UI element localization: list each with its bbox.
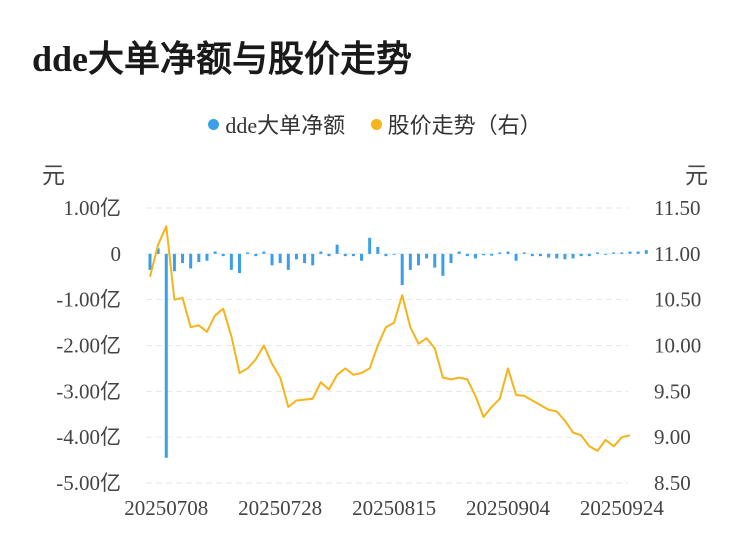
x-tick-label: 20250904	[466, 496, 551, 520]
left-tick-label: 1.00亿	[63, 196, 121, 220]
legend-item-line[interactable]: 股价走势（右）	[370, 108, 542, 140]
x-tick-label: 20250728	[238, 496, 322, 520]
bar	[441, 253, 445, 276]
bar	[254, 253, 258, 257]
bar	[473, 253, 477, 259]
legend-bar-marker	[208, 119, 220, 130]
left-tick-label: 0	[111, 242, 122, 266]
bar	[547, 253, 551, 258]
x-tick-label: 20250815	[352, 496, 436, 520]
bar	[433, 253, 437, 268]
bar	[286, 253, 290, 270]
bar	[181, 253, 185, 263]
bar	[229, 253, 233, 270]
bar	[644, 250, 648, 254]
bar	[270, 253, 274, 266]
bar	[636, 251, 640, 254]
bar	[612, 252, 616, 254]
bar	[498, 252, 502, 254]
right-axis-unit: 元	[685, 163, 708, 188]
right-tick-label: 9.50	[654, 379, 691, 403]
right-tick-label: 11.50	[654, 196, 700, 220]
bar	[278, 253, 282, 263]
bar	[360, 253, 364, 261]
bar	[376, 246, 380, 254]
legend-bar-label: dde大单净额	[225, 113, 346, 138]
bar	[539, 253, 543, 257]
legend-line-label: 股价走势（右）	[387, 113, 542, 138]
bar	[311, 253, 315, 266]
bar	[156, 248, 160, 254]
bar	[164, 253, 168, 458]
bar	[400, 253, 404, 285]
bar	[563, 253, 567, 260]
bar	[319, 251, 323, 254]
left-tick-label: -4.00亿	[56, 425, 121, 449]
bar	[555, 253, 559, 259]
bar	[514, 253, 518, 261]
bar	[416, 253, 420, 266]
bar	[343, 253, 347, 257]
bar	[384, 253, 388, 257]
bar	[506, 251, 510, 254]
right-tick-label: 9.00	[654, 425, 691, 449]
legend-line-marker	[370, 119, 382, 130]
bar	[408, 253, 412, 270]
bar	[213, 251, 217, 254]
right-tick-label: 10.00	[654, 334, 701, 358]
x-tick-label: 20250924	[580, 496, 665, 520]
left-tick-label: -1.00亿	[56, 288, 121, 312]
bar	[221, 253, 225, 257]
legend: dde大单净额 股价走势（右）	[0, 108, 750, 140]
bar	[587, 253, 591, 257]
left-tick-label: -5.00亿	[56, 471, 121, 495]
bar	[294, 253, 298, 260]
bar	[628, 251, 632, 254]
bar	[368, 237, 372, 254]
bar	[237, 253, 241, 274]
bar	[522, 252, 526, 254]
chart-title: dde大单净额与股价走势	[32, 39, 413, 79]
price-line	[149, 225, 631, 452]
bar	[457, 251, 461, 254]
bar	[262, 251, 266, 254]
bar	[335, 244, 339, 254]
bar	[303, 253, 307, 263]
bar	[620, 252, 624, 254]
bar	[172, 253, 176, 272]
right-tick-label: 8.50	[654, 471, 691, 495]
bar	[148, 253, 152, 270]
bar	[604, 253, 608, 255]
left-axis-unit: 元	[42, 163, 65, 188]
bar	[530, 253, 534, 257]
bar	[579, 253, 583, 257]
bar	[246, 252, 250, 254]
bar	[197, 253, 201, 263]
bar	[392, 253, 396, 255]
bar	[490, 253, 494, 256]
bar	[327, 253, 331, 257]
left-tick-label: -3.00亿	[56, 379, 121, 403]
bar	[189, 253, 193, 269]
bar	[425, 253, 429, 259]
bar	[465, 253, 469, 257]
bar	[205, 253, 209, 261]
right-tick-label: 10.50	[654, 288, 701, 312]
bar	[449, 253, 453, 263]
bar	[482, 253, 486, 256]
legend-item-bar[interactable]: dde大单净额	[208, 108, 345, 140]
bar	[595, 252, 599, 254]
x-tick-label: 20250708	[124, 496, 208, 520]
bar	[571, 253, 575, 259]
left-tick-label: -2.00亿	[56, 334, 121, 358]
right-tick-label: 11.00	[654, 242, 700, 266]
bar	[351, 253, 355, 257]
